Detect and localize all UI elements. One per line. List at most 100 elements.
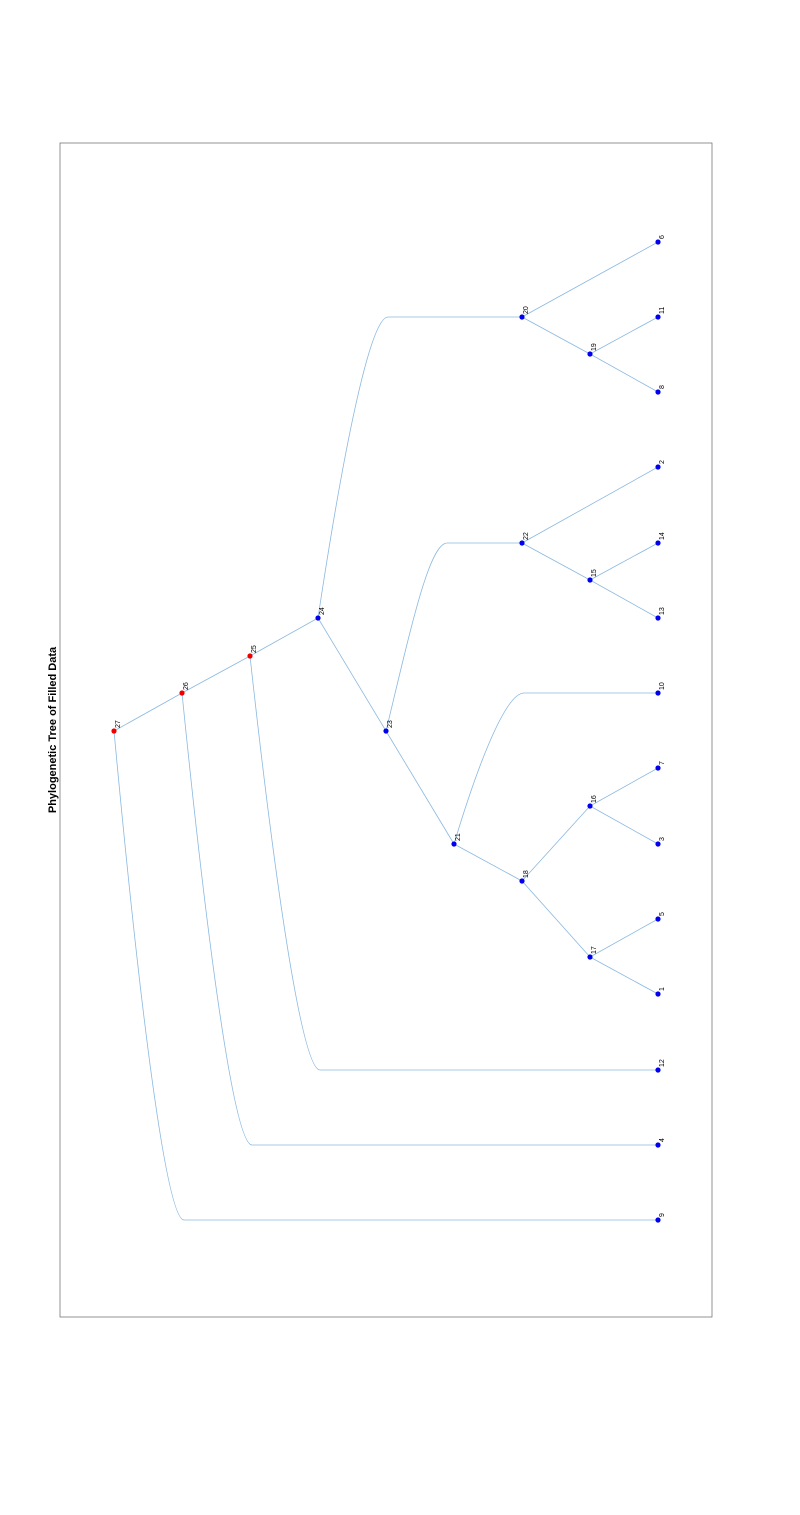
tree-edge [113, 692, 183, 732]
tree-edge [521, 880, 591, 958]
node-label: 7 [659, 761, 666, 765]
tree-node-7: 7 [655, 761, 666, 771]
tree-edge [589, 353, 659, 393]
tree-edge [589, 956, 659, 995]
tree-node-2: 2 [655, 460, 666, 470]
node-label: 19 [591, 343, 598, 351]
node-marker [655, 1067, 661, 1073]
tree-edge [181, 655, 251, 694]
node-label: 24 [319, 607, 326, 615]
node-label: 20 [523, 306, 530, 314]
node-label: 11 [659, 307, 666, 314]
node-label: 22 [523, 532, 530, 540]
tree-node-19: 19 [587, 343, 598, 357]
node-label: 4 [659, 1138, 666, 1142]
tree-node-23: 23 [383, 720, 394, 734]
tree-node-16: 16 [587, 795, 598, 809]
node-marker [655, 314, 661, 320]
node-marker [655, 540, 661, 546]
node-marker [247, 653, 253, 659]
node-label: 1 [659, 987, 666, 991]
tree-edge [521, 241, 659, 318]
tree-edge [589, 542, 659, 581]
node-label: 25 [251, 645, 258, 653]
tree-node-6: 6 [655, 235, 666, 245]
tree-node-4: 4 [655, 1138, 666, 1148]
node-marker [655, 1217, 661, 1223]
node-marker [315, 615, 321, 621]
tree-edge [589, 918, 659, 958]
tree-node-26: 26 [179, 682, 190, 696]
tree-node-24: 24 [315, 607, 326, 621]
node-label: 26 [183, 682, 190, 690]
node-label: 5 [659, 912, 666, 916]
node-marker [655, 841, 661, 847]
tree-node-12: 12 [655, 1059, 666, 1073]
tree-edge [521, 805, 591, 882]
node-marker [655, 615, 661, 621]
tree-edge [589, 767, 659, 807]
tree-node-11: 11 [655, 307, 666, 320]
node-label: 27 [115, 720, 122, 728]
tree-node-10: 10 [655, 682, 666, 696]
node-marker [587, 577, 593, 583]
figure-title: Phylogenetic Tree of Filled Data [47, 646, 59, 813]
tree-node-1: 1 [655, 987, 666, 997]
node-marker [111, 728, 117, 734]
node-marker [587, 803, 593, 809]
tree-edge [317, 316, 522, 619]
node-marker [587, 351, 593, 357]
node-label: 3 [659, 837, 666, 841]
tree-edge [249, 617, 319, 657]
node-marker [519, 878, 525, 884]
node-marker [655, 765, 661, 771]
node-label: 2 [659, 460, 666, 464]
tree-node-21: 21 [451, 833, 462, 847]
tree-edge [249, 655, 658, 1071]
tree-node-14: 14 [655, 532, 666, 546]
tree-node-8: 8 [655, 385, 666, 395]
tree-edge [385, 730, 455, 845]
tree-edge [113, 730, 658, 1221]
node-marker [655, 690, 661, 696]
tree-edge [453, 843, 523, 882]
tree-edge [317, 617, 387, 732]
node-label: 17 [591, 946, 598, 954]
tree-edge [589, 316, 659, 355]
tree-edges [113, 241, 659, 1221]
node-label: 10 [659, 682, 666, 690]
node-marker [655, 991, 661, 997]
tree-node-13: 13 [655, 607, 666, 621]
tree-node-3: 3 [655, 837, 666, 847]
tree-node-27: 27 [111, 720, 122, 734]
node-label: 8 [659, 385, 666, 389]
tree-node-17: 17 [587, 946, 598, 960]
node-label: 14 [659, 532, 666, 540]
tree-node-18: 18 [519, 870, 530, 884]
node-label: 9 [659, 1213, 666, 1217]
tree-node-5: 5 [655, 912, 666, 922]
node-label: 6 [659, 235, 666, 239]
node-marker [383, 728, 389, 734]
node-label: 12 [659, 1059, 666, 1067]
tree-node-9: 9 [655, 1213, 666, 1223]
tree-node-20: 20 [519, 306, 530, 320]
node-label: 13 [659, 607, 666, 615]
tree-edge [589, 579, 659, 619]
node-marker [655, 389, 661, 395]
tree-edge [589, 805, 659, 845]
tree-edge [521, 316, 591, 355]
tree-edge [521, 466, 659, 544]
node-label: 15 [591, 569, 598, 577]
plot-frame [59, 142, 713, 1318]
tree-nodes: 2726252423222120191817161512345678910111… [111, 235, 666, 1223]
tree-edge [453, 692, 658, 845]
tree-edge [385, 542, 522, 732]
node-marker [587, 954, 593, 960]
tree-edge [521, 542, 591, 581]
node-marker [655, 464, 661, 470]
tree-node-22: 22 [519, 532, 530, 546]
node-label: 21 [455, 833, 462, 841]
node-marker [519, 314, 525, 320]
